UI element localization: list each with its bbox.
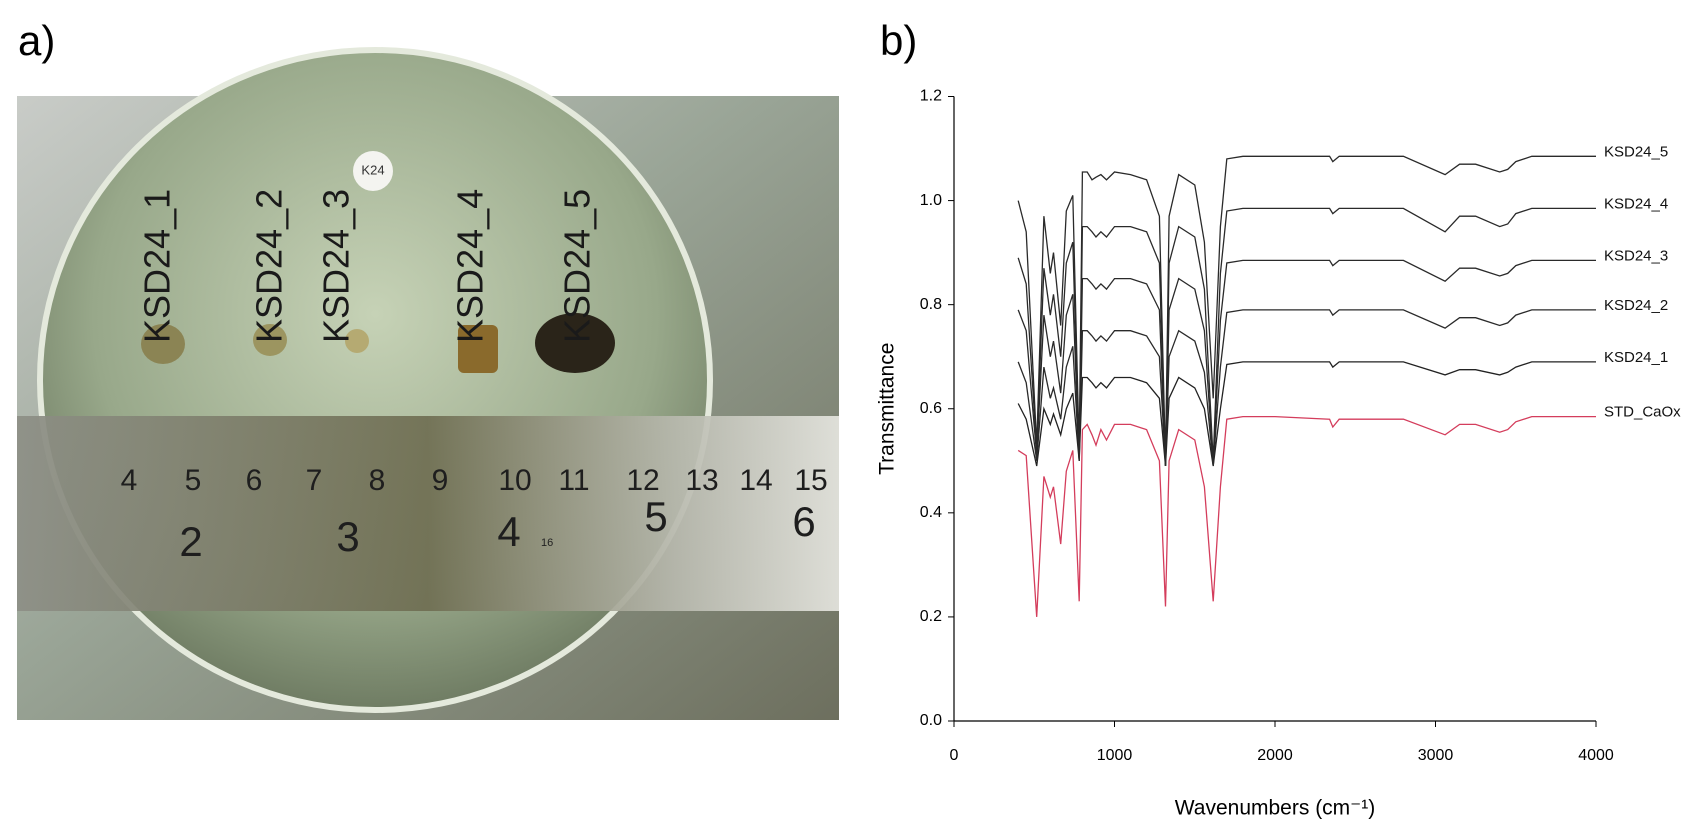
ruler xyxy=(17,416,839,611)
series-label: STD_CaOx xyxy=(1604,404,1681,421)
sample-label: KSD24_4 xyxy=(450,189,491,343)
ruler-cm-label: 7 xyxy=(306,464,323,497)
sample-label: KSD24_2 xyxy=(249,189,290,343)
panel-label: a) xyxy=(18,17,55,64)
y-axis-label: Transmittance xyxy=(876,343,899,475)
sample-label: KSD24_3 xyxy=(316,189,357,343)
spectrum-line xyxy=(1017,155,1596,461)
ruler-inch-label: 3 xyxy=(336,513,359,560)
spectrum-line xyxy=(1017,309,1596,467)
sample-stone xyxy=(345,329,369,353)
ruler-inch-label: 4 xyxy=(497,508,520,555)
y-tick-label: 0.8 xyxy=(920,296,942,313)
series-label: KSD24_4 xyxy=(1604,195,1668,212)
panel-label: b) xyxy=(880,17,917,64)
y-tick-label: 1.2 xyxy=(920,88,942,105)
x-tick-label: 0 xyxy=(950,747,959,764)
y-tick-label: 0.2 xyxy=(920,608,942,625)
sample-stone xyxy=(535,313,615,373)
x-tick-label: 1000 xyxy=(1097,747,1133,764)
y-tick-label: 0.6 xyxy=(920,400,942,417)
lid-tag: K24 xyxy=(361,162,384,177)
ruler-cm-label: 5 xyxy=(185,464,202,497)
sample-label: KSD24_5 xyxy=(557,189,598,343)
ruler-cm-label: 6 xyxy=(246,464,263,497)
ruler-inch-label: 6 xyxy=(792,498,815,545)
chart: 0.0 0.2 0.4 0.6 0.8 1.0 1.2 0 1000 2000 3000 4000 Wa… xyxy=(876,88,1681,820)
lid-tag-sticker xyxy=(353,151,393,191)
sample-stone xyxy=(458,325,498,373)
ruler-cm-label: 11 xyxy=(558,464,589,497)
y-tick-label: 0.0 xyxy=(920,712,942,729)
series-label: KSD24_2 xyxy=(1604,297,1668,314)
ruler-cm-label: 15 xyxy=(794,464,827,497)
series-label: KSD24_1 xyxy=(1604,349,1668,366)
ruler-inch-label: 2 xyxy=(179,518,202,565)
sample-stone xyxy=(141,324,185,364)
ruler-cm-label: 14 xyxy=(739,464,772,497)
ruler-cm-label: 10 xyxy=(498,464,531,497)
sample-labels: KSD24_1 KSD24_2 KSD24_3 KSD24_4 KSD24_5 xyxy=(137,189,598,343)
x-tick-label: 2000 xyxy=(1257,747,1293,764)
ruler-labels: 4 5 6 7 8 9 10 11 12 13 14 15 2 3 4 5 6 xyxy=(121,464,828,565)
ruler-cm-label: 9 xyxy=(432,464,449,497)
ruler-mark: 16 xyxy=(541,537,553,549)
x-tick-label: 3000 xyxy=(1418,747,1454,764)
spectrum-line xyxy=(1017,259,1596,467)
sample-stone xyxy=(253,324,287,356)
spectrum-line xyxy=(1017,415,1596,617)
x-axis-label: Wavenumbers (cm⁻¹) xyxy=(1175,797,1376,820)
spectrum-line xyxy=(1017,361,1596,467)
photo: K24 KSD24_1 KSD24_2 KSD24_3 KSD24_4 KSD24_5 … xyxy=(17,47,839,720)
ruler-inch-label: 5 xyxy=(644,493,667,540)
ruler-cm-label: 12 xyxy=(626,464,659,497)
ruler-cm-label: 13 xyxy=(685,464,718,497)
x-tick-label: 4000 xyxy=(1578,747,1614,764)
ruler-cm-label: 8 xyxy=(369,464,386,497)
y-tick-label: 1.0 xyxy=(920,192,942,209)
sample-label: KSD24_1 xyxy=(137,189,178,343)
ruler-cm-label: 4 xyxy=(121,464,138,497)
series-label: KSD24_5 xyxy=(1604,143,1668,160)
y-tick-label: 0.4 xyxy=(920,504,942,521)
series-label: KSD24_3 xyxy=(1604,247,1668,264)
